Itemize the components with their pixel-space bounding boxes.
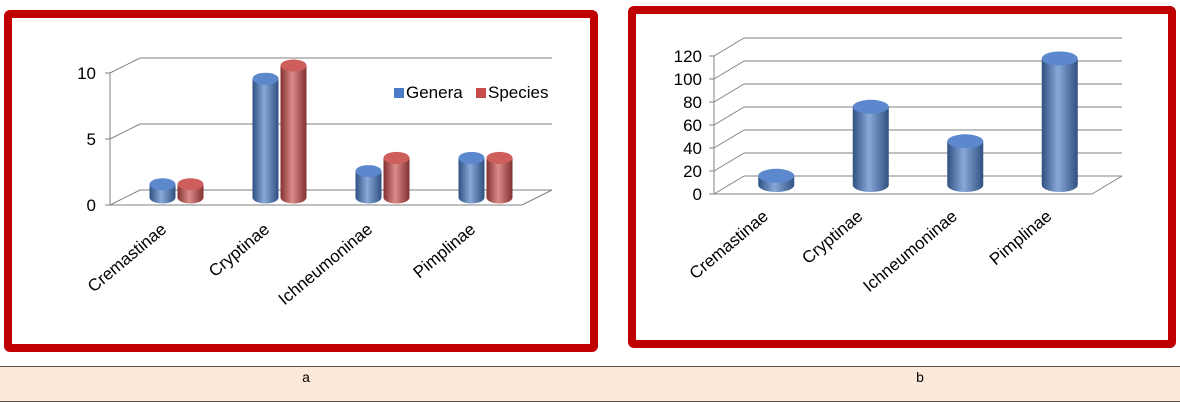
bar-body [383,157,410,204]
floor-edge [521,189,553,206]
bar-top [355,165,382,178]
bar-top [458,151,485,164]
bar [355,165,382,204]
bar-body [947,141,984,192]
y-tick-label: 0 [693,185,702,204]
x-tick-label: Cryptinae [205,220,273,281]
x-tick-label: Ichneumoninae [860,207,961,296]
bar-body [355,171,382,204]
bar [458,151,485,204]
bar [383,151,410,204]
legend-swatch [476,88,486,98]
legend-label: Genera [406,83,463,102]
x-tick-label: Pimplinae [410,220,479,283]
chart-b-svg: 0 20 40 60 80 100 120 Cremastinae CryptinaeIchne… [674,37,1123,296]
bar [947,134,984,192]
bar-top [177,178,204,191]
y-tick-label: 60 [683,116,702,135]
y-tick-label: 80 [683,93,702,112]
y-tick-label: 10 [77,64,96,83]
bar [280,59,307,204]
x-tick-label: Cremastinae [84,220,170,297]
bar-top [1041,51,1078,66]
bar-top [252,72,279,85]
grid-side-line [713,106,745,126]
bar-top [383,151,410,164]
legend-swatch [394,88,404,98]
grid-side-line [713,152,745,172]
floor-edge [1091,175,1123,195]
grid-side-line [109,123,141,140]
y-tick-label: 20 [683,162,702,181]
grid-side-line [109,189,141,206]
grid-side-line [713,37,745,57]
bar-body [852,106,889,192]
bar [252,72,279,204]
x-tick-label: Cremastinae [686,207,772,284]
bar-body [458,157,485,204]
bar-body [280,65,307,204]
bar-top [758,168,795,183]
x-tick-label: Ichneumoninae [275,220,376,309]
x-tick-label: Pimplinae [986,207,1055,270]
bar [758,168,795,192]
bar-top [486,151,513,164]
caption-a: a [302,369,310,385]
bar-body [252,78,279,204]
bar-top [280,59,307,72]
bar-body [1041,58,1078,192]
y-tick-label: 120 [674,47,702,66]
grid-side-line [713,175,745,195]
bar-body [486,157,513,204]
chart-panel-a: 0 5 10 Cremastinae Cryptinae Ichneumoninae Pim… [4,10,598,352]
caption-b: b [916,369,924,385]
bar [149,178,176,204]
bar [852,99,889,192]
legend-label: Species [488,83,548,102]
x-tick-label: Cryptinae [798,207,866,268]
grid-side-line [713,129,745,149]
chart-a-svg: 0 5 10 Cremastinae Cryptinae Ichneumoninae Pim… [77,57,553,309]
bar-top [149,178,176,191]
grid-side-line [109,57,141,74]
bar-top [947,134,984,149]
grid-side-line [713,60,745,80]
y-tick-label: 5 [87,130,96,149]
bar-top [852,99,889,114]
caption-row: a b [0,366,1180,402]
grid-side-line [713,83,745,103]
bar [1041,51,1078,192]
y-tick-label: 40 [683,139,702,158]
bar [486,151,513,204]
y-tick-label: 0 [87,196,96,215]
y-tick-label: 100 [674,70,702,89]
bar [177,178,204,204]
chart-panel-b: 0 20 40 60 80 100 120 Cremastinae Cryptinae Ichne… [628,6,1176,348]
